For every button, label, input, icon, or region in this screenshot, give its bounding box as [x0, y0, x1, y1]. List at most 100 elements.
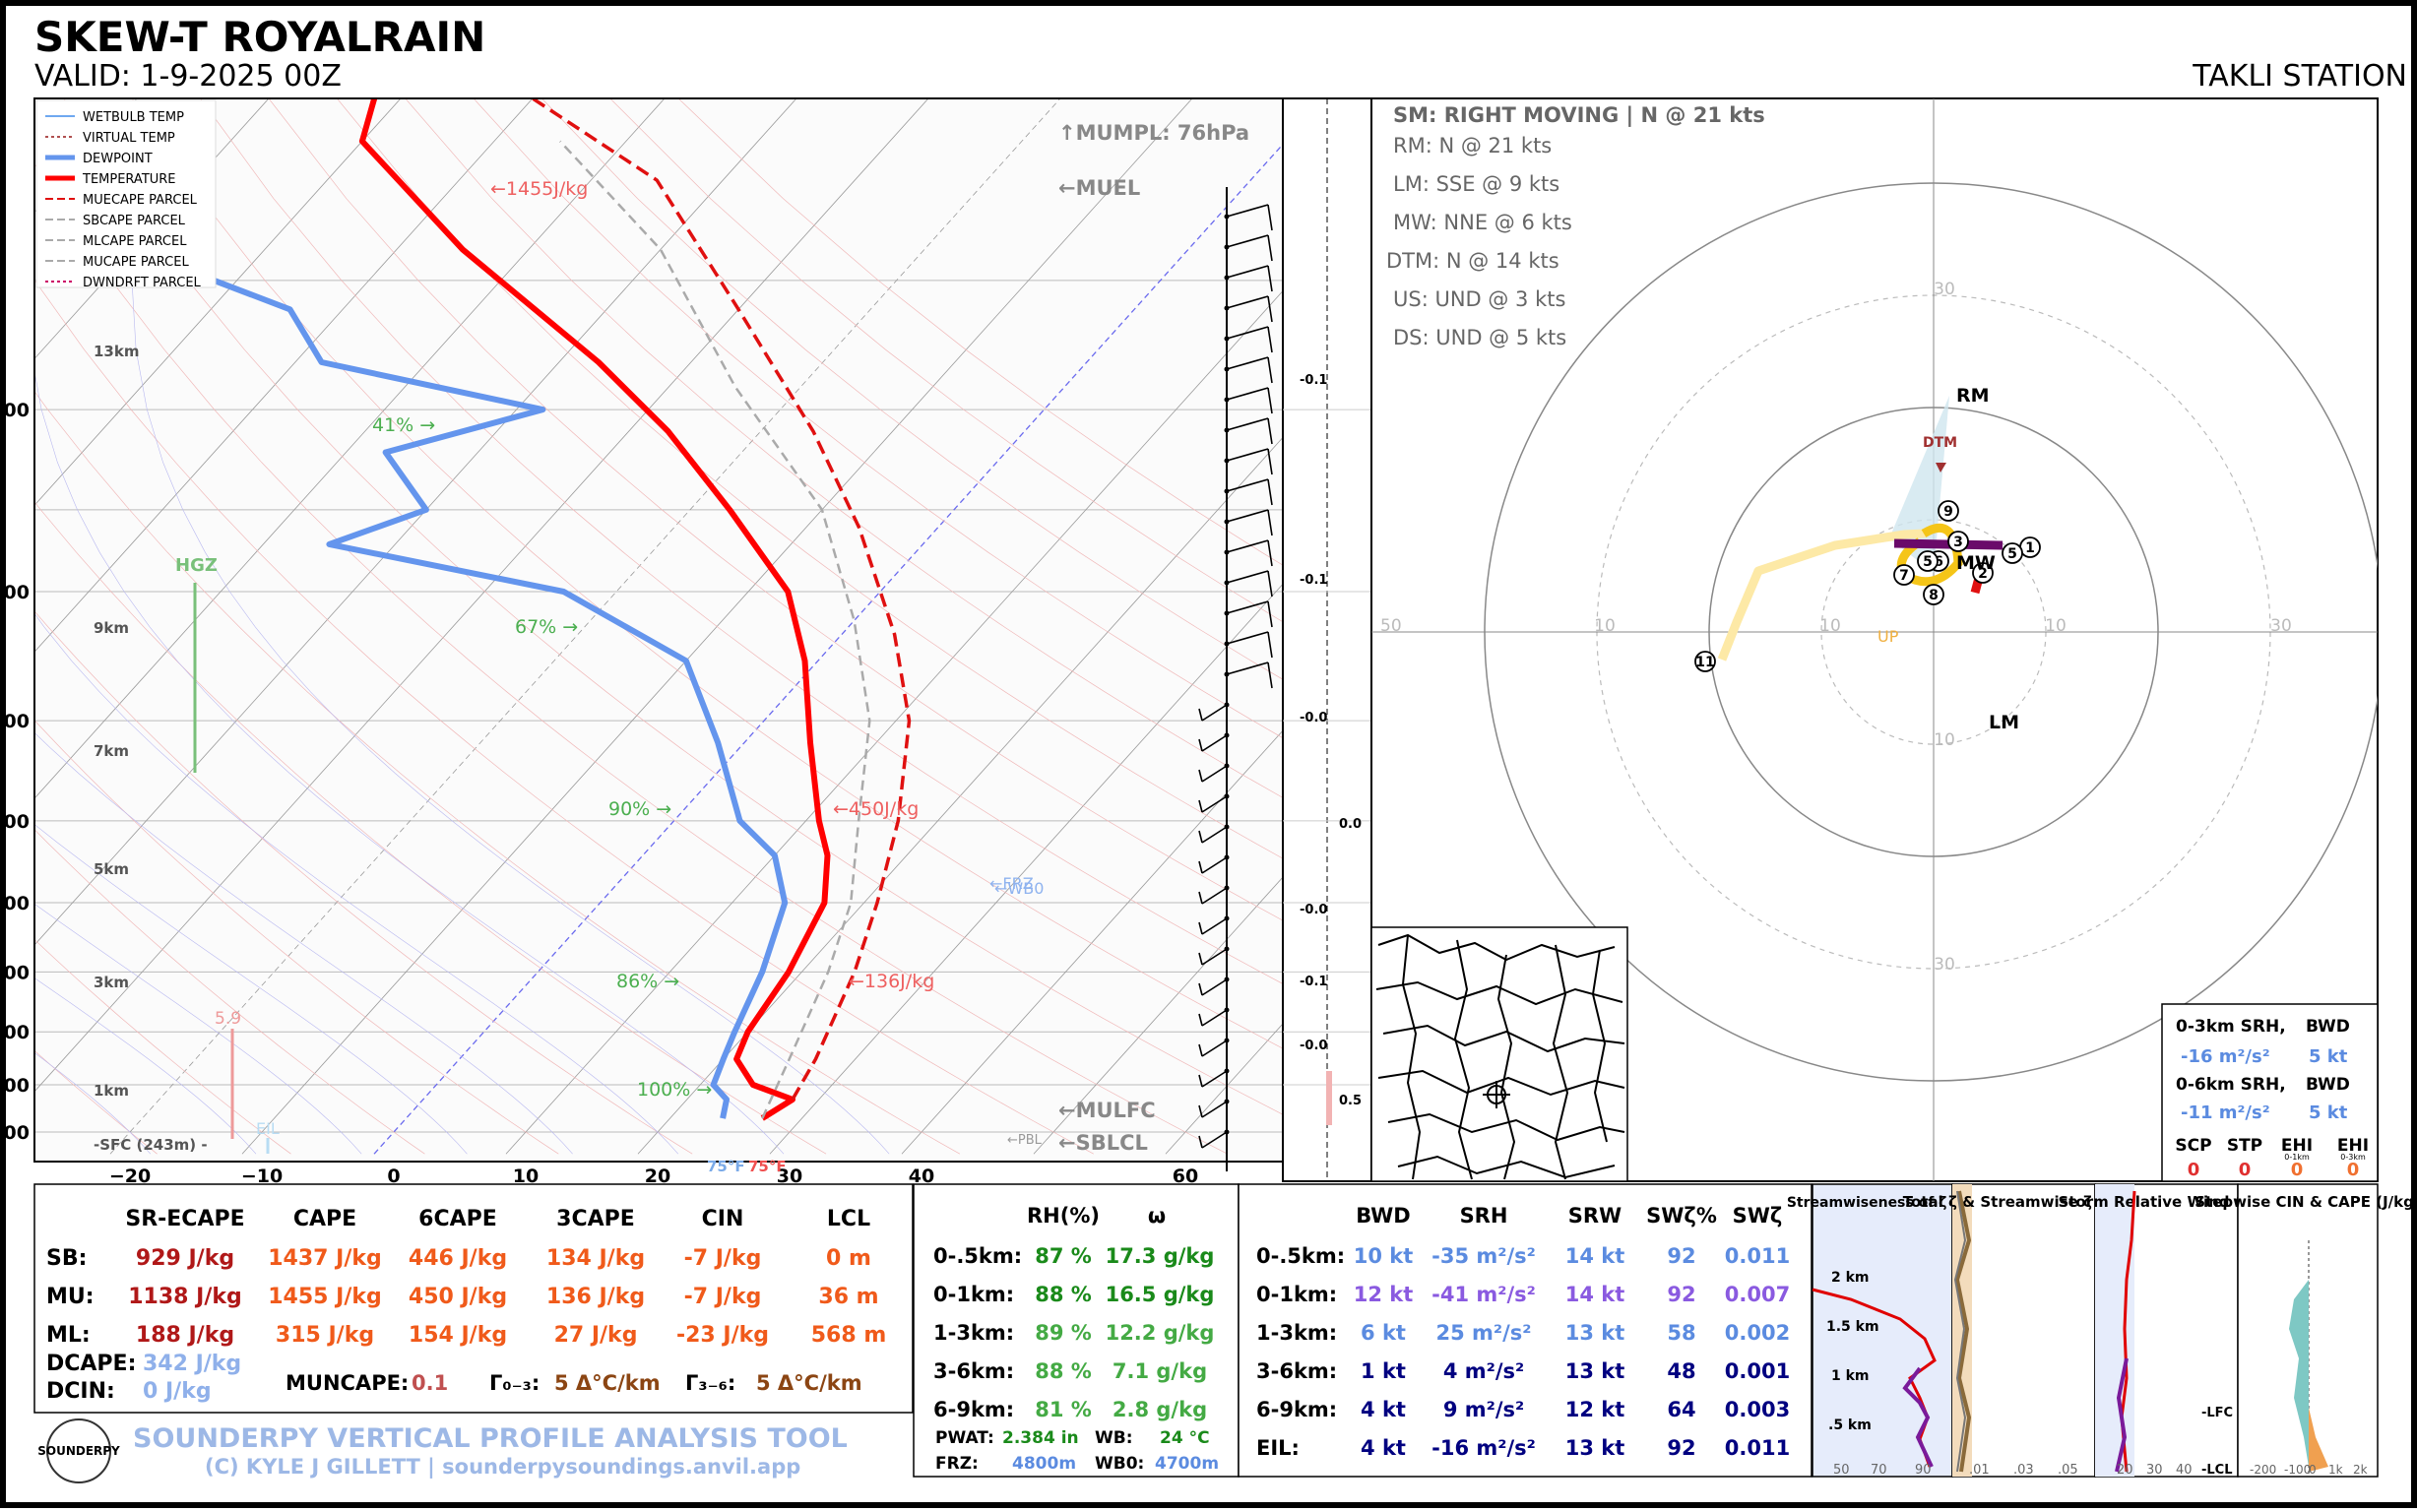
rh-cell: 88 %: [1035, 1359, 1092, 1383]
hodo-point-label: 8: [1929, 588, 1939, 603]
sounderpy-logo: SOUNDERPY: [37, 1418, 120, 1483]
svg-text:.03: .03: [2013, 1463, 2034, 1478]
temperature-tick-label: 60: [1173, 1166, 1198, 1187]
svg-text:BWD: BWD: [2306, 1017, 2350, 1037]
kinematic-cell: 64: [1667, 1398, 1695, 1421]
svg-text:30: 30: [2146, 1463, 2163, 1478]
mixing-ratio-cell: 7.1 g/kg: [1113, 1359, 1207, 1383]
kinematic-cell: 13 kt: [1565, 1359, 1625, 1383]
hodo-point-label: 7: [1899, 568, 1909, 584]
legend-label: DEWPOINT: [83, 152, 153, 166]
kinematic-cell: 58: [1667, 1321, 1695, 1345]
sfc-t-label: 75°F: [748, 1158, 787, 1175]
isotherm: [373, 143, 1283, 1155]
moist-adiabat: [34, 824, 468, 1155]
inset-map: [1370, 926, 1628, 1182]
dry-adiabat: [268, 98, 1283, 921]
wind-barb: [1201, 826, 1228, 844]
pressure-tick-label: 300: [0, 582, 30, 603]
hodograph-rings: [1371, 98, 2378, 1181]
moist-adiabat: [131, 280, 890, 1155]
wind-barb: [1201, 948, 1228, 966]
profile-muecape-parcel: [532, 98, 912, 1101]
kinematic-cell: -41 m²/s²: [1431, 1283, 1536, 1306]
thermo-cell: 1455 J/kg: [268, 1285, 382, 1309]
thermo-cell: 929 J/kg: [136, 1246, 234, 1271]
wind-barb: [1226, 356, 1269, 370]
dry-adiabat: [541, 98, 1283, 680]
wind-barb: [1226, 478, 1269, 492]
thermo-cell: 568 m: [811, 1323, 887, 1348]
kinematic-cell: 12 kt: [1565, 1398, 1625, 1421]
svg-text:0-6km SRH,: 0-6km SRH,: [2176, 1075, 2286, 1095]
thermo-row-label: MU:: [46, 1285, 95, 1309]
isotherm: [505, 289, 1283, 1155]
svg-text:LCL: LCL: [827, 1207, 870, 1231]
sm-us: US: UND @ 3 kts: [1393, 287, 1565, 311]
moisture-table: RH(%) ω 0-.5km: 87 % 17.3 g/kg 0-1km: 88 % 16…: [913, 1183, 1240, 1478]
bwd-03: 5 kt: [2309, 1046, 2348, 1067]
kinematic-cell: 0.011: [1725, 1436, 1790, 1460]
lapse-36-value: 5 Δ°C/km: [756, 1371, 862, 1395]
svg-text:-200: -200: [2250, 1463, 2276, 1477]
legend-label: SBCAPE PARCEL: [83, 214, 186, 228]
svg-text:SWζ: SWζ: [1733, 1204, 1783, 1228]
svg-text:30: 30: [1934, 280, 1955, 299]
svg-text:WB:: WB:: [1095, 1428, 1133, 1448]
svg-text:-LFC: -LFC: [2201, 1406, 2233, 1420]
moisture-row-label: 0-1km:: [933, 1283, 1014, 1306]
isotherm: [34, 98, 929, 1093]
hodo-point-label: 1: [2025, 540, 2035, 556]
wind-barb: [1226, 509, 1269, 523]
mini-title-3: Storm Relative Wind (kts): [2058, 1193, 2273, 1211]
moisture-row-label: 1-3km:: [933, 1321, 1014, 1345]
moist-adiabat: [34, 1052, 152, 1155]
height-label-1km: 1km: [94, 1082, 129, 1100]
kinematic-cell: 4 m²/s²: [1443, 1359, 1524, 1383]
pressure-tick-label: 600: [0, 893, 30, 914]
dry-adiabat: [34, 162, 1228, 1155]
mw-marker: MW: [1956, 552, 1996, 574]
dry-adiabat: [34, 829, 425, 1155]
skewt-grid: [34, 98, 1283, 1162]
wb0-label: ←WB0: [994, 879, 1044, 898]
svg-text:.5 km: .5 km: [1828, 1418, 1872, 1433]
srh-06: -11 m²/s²: [2181, 1102, 2270, 1123]
sm-mw: MW: NNE @ 6 kts: [1393, 211, 1572, 234]
svg-text:.01: .01: [1969, 1463, 1990, 1478]
svg-text:SRW: SRW: [1568, 1204, 1622, 1228]
svg-text:30: 30: [2270, 616, 2292, 636]
cape-area: [2309, 1408, 2328, 1472]
scp-value: 0: [2188, 1160, 2200, 1180]
pressure-tick-label: 400: [0, 711, 30, 732]
legend-label: VIRTUAL TEMP: [83, 131, 175, 146]
kinematic-row-label: EIL:: [1256, 1436, 1300, 1460]
svg-text:Γ₃₋₆:: Γ₃₋₆:: [685, 1371, 735, 1395]
omega-label: -0.1: [1300, 373, 1327, 388]
storm-motion-title: SM: RIGHT MOVING | N @ 21 kts: [1393, 103, 1765, 128]
omega-label: -0.0: [1300, 903, 1327, 917]
station-marker: [1483, 1081, 1510, 1108]
dry-adiabat: [677, 98, 1283, 566]
thermo-row-label: ML:: [46, 1323, 91, 1348]
omega-label: 0.5: [1339, 1094, 1362, 1108]
kinematic-cell: 0.011: [1725, 1244, 1790, 1268]
dry-adiabat: [34, 501, 827, 1155]
wind-barb: [1201, 704, 1228, 722]
thermo-cell: 134 J/kg: [546, 1246, 645, 1271]
thermo-cell: -7 J/kg: [684, 1246, 762, 1271]
dry-adiabat: [200, 98, 1283, 984]
omega-label: -0.0: [1300, 711, 1327, 725]
svg-text:FRZ:: FRZ:: [935, 1454, 979, 1474]
isotherm: [34, 98, 534, 653]
svg-text:2 km: 2 km: [1831, 1270, 1870, 1286]
dry-adiabat: [34, 279, 1094, 1155]
pressure-tick-label: 800: [0, 1022, 30, 1043]
profile-temperature: [358, 98, 831, 1121]
hodo-point: [1923, 584, 1944, 605]
sm-lm: LM: SSE @ 9 kts: [1393, 172, 1559, 196]
up-marker: UP: [1877, 627, 1899, 646]
thermo-cell: 315 J/kg: [276, 1323, 374, 1348]
